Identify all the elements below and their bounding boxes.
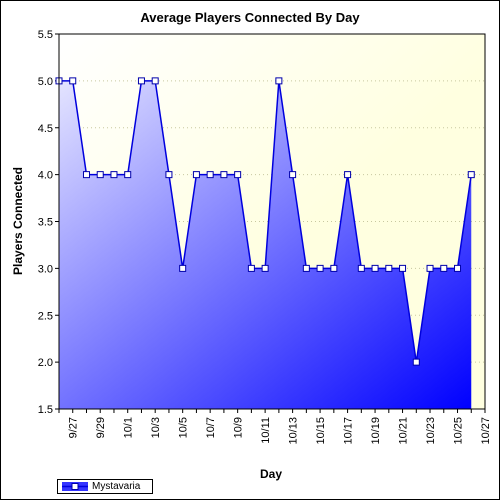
data-point: [385, 264, 393, 272]
data-point: [261, 264, 269, 272]
data-point: [399, 264, 407, 272]
legend: Mystavaria: [57, 479, 153, 494]
x-tick-label: 10/13: [288, 417, 300, 445]
data-point: [412, 358, 420, 366]
x-tick-label: 9/29: [95, 417, 107, 438]
y-tick-label: 3.5: [38, 217, 53, 229]
data-point: [220, 171, 228, 179]
x-tick-label: 10/7: [205, 417, 217, 438]
y-tick-label: 1.5: [38, 404, 53, 416]
legend-label: Mystavaria: [92, 481, 141, 492]
x-tick-label: 10/3: [150, 417, 162, 438]
data-point: [371, 264, 379, 272]
y-tick-label: 2.0: [38, 357, 53, 369]
x-tick-label: 10/1: [123, 417, 135, 438]
x-tick-label: 10/9: [233, 417, 245, 438]
x-tick-label: 10/15: [315, 417, 327, 445]
plot-border: [58, 33, 486, 410]
data-point: [302, 264, 310, 272]
y-tick-label: 5.0: [38, 76, 53, 88]
data-point: [426, 264, 434, 272]
x-tick-label: 10/27: [480, 417, 492, 445]
data-point: [206, 171, 214, 179]
y-tick-label: 3.0: [38, 263, 53, 275]
x-axis-label: Day: [259, 467, 283, 481]
x-tick-label: 10/23: [425, 417, 437, 445]
x-tick-label: 10/25: [453, 417, 465, 445]
y-axis-label: Players Connected: [11, 166, 25, 276]
data-point: [137, 77, 145, 85]
legend-swatch: [62, 482, 88, 491]
data-point: [69, 77, 77, 85]
data-point: [454, 264, 462, 272]
x-tick-label: 10/11: [260, 417, 272, 444]
data-point: [151, 77, 159, 85]
data-point: [467, 171, 475, 179]
data-point: [124, 171, 132, 179]
data-point: [165, 171, 173, 179]
data-point: [357, 264, 365, 272]
series-area: [59, 80, 472, 409]
legend-swatch-marker: [71, 483, 79, 490]
x-tick-label: 10/17: [343, 417, 355, 445]
data-point: [110, 171, 118, 179]
data-point: [192, 171, 200, 179]
data-point: [344, 171, 352, 179]
data-point: [96, 171, 104, 179]
chart-title: Average Players Connected By Day: [140, 10, 360, 25]
data-point: [247, 264, 255, 272]
x-tick-label: 10/5: [178, 417, 190, 438]
data-point: [234, 171, 242, 179]
data-point: [440, 264, 448, 272]
data-point: [289, 171, 297, 179]
data-point: [179, 264, 187, 272]
y-tick-label: 4.5: [38, 123, 53, 135]
data-point: [275, 77, 283, 85]
x-tick-label: 9/27: [68, 417, 80, 438]
data-point: [330, 264, 338, 272]
data-point: [316, 264, 324, 272]
y-tick-label: 4.0: [38, 170, 53, 182]
y-tick-label: 5.5: [38, 29, 53, 41]
y-tick-label: 2.5: [38, 310, 53, 322]
x-tick-label: 10/19: [370, 417, 382, 445]
x-tick-label: 10/21: [398, 417, 410, 445]
data-point: [82, 171, 90, 179]
